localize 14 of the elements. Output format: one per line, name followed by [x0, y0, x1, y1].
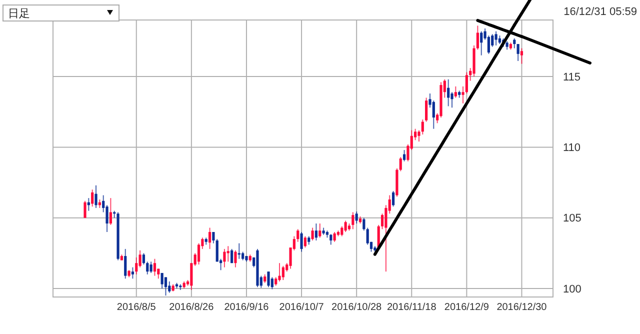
y-tick-label: 115: [563, 71, 581, 84]
x-tick-label: 2016/8/5: [116, 302, 156, 313]
x-tick-label: 2016/8/26: [169, 302, 214, 313]
y-tick-label: 110: [563, 142, 581, 154]
x-tick-label: 2016/11/18: [386, 302, 437, 313]
x-tick-label: 2016/12/30: [496, 302, 548, 313]
text: 16/12/31 05:59: [564, 6, 637, 18]
y-tick-label: 100: [563, 283, 582, 296]
x-tick-label: 2016/9/16: [224, 302, 270, 313]
x-tick-label: 2016/12/9: [444, 302, 490, 313]
x-tick-label: 2016/10/7: [279, 302, 324, 313]
y-tick-label: 105: [563, 212, 582, 225]
x-tick-label: 2016/10/28: [332, 302, 382, 313]
text: 日足: [8, 7, 30, 20]
